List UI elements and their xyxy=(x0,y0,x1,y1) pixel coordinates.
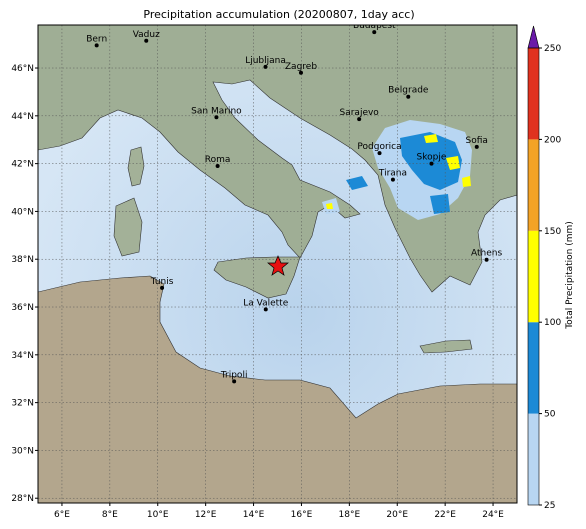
x-tick-label: 18°E xyxy=(339,510,361,520)
colorbar-tick-label: 25 xyxy=(544,501,555,511)
y-tick-label: 30°N xyxy=(11,446,34,456)
colorbar-tick-label: 50 xyxy=(544,410,556,420)
colorbar-segment xyxy=(528,230,539,323)
city-label: Ljubljana xyxy=(245,56,286,66)
city-dot xyxy=(160,285,165,290)
city-dot xyxy=(298,70,303,75)
city-label: Roma xyxy=(205,155,231,165)
x-tick-label: 16°E xyxy=(291,510,313,520)
city-dot xyxy=(406,94,411,99)
city-dot xyxy=(94,43,99,48)
colorbar-segment xyxy=(528,48,539,140)
city-dot xyxy=(429,161,434,166)
y-tick-label: 44°N xyxy=(11,112,34,122)
city-dot xyxy=(215,164,220,169)
y-tick-label: 36°N xyxy=(11,303,34,313)
x-tick-label: 12°E xyxy=(195,510,217,520)
corsica xyxy=(127,146,145,187)
city-label: Bern xyxy=(86,34,107,44)
axes: 6°E 8°E 10°E 12°E 14°E 16°E 18°E 20°E 22°E 24°E 28… xyxy=(11,64,504,520)
crete xyxy=(419,339,473,354)
city-dot xyxy=(214,115,219,120)
precip-heavy xyxy=(446,156,460,170)
city-label: Skopje xyxy=(417,153,447,163)
precip-moderate xyxy=(346,176,368,190)
x-tick-label: 14°E xyxy=(243,510,265,520)
city-dot xyxy=(263,307,268,312)
city-label: Sofia xyxy=(466,136,488,146)
colorbar-segment xyxy=(528,413,539,505)
city-dot xyxy=(474,144,479,149)
x-tick-label: 22°E xyxy=(434,510,456,520)
colorbar: 25 50 100 150 200 250 xyxy=(527,25,561,511)
city-label: Tunis xyxy=(150,277,174,287)
y-tick-label: 32°N xyxy=(11,399,34,409)
event-marker xyxy=(267,255,289,276)
city-label: La Valette xyxy=(243,298,288,308)
city-label: Zagreb xyxy=(285,62,317,72)
city-label: Budapest xyxy=(353,21,396,31)
city-dot xyxy=(232,379,237,384)
precip-moderate xyxy=(400,132,462,190)
city-label: Athens xyxy=(471,249,502,259)
colorbar-tick-label: 150 xyxy=(544,227,561,237)
colorbar-extension xyxy=(527,25,540,49)
colorbar-tick-label: 200 xyxy=(544,135,561,145)
city-dot xyxy=(144,38,149,43)
city-label: Tirana xyxy=(378,169,407,179)
city-dot xyxy=(377,151,382,156)
city-dot xyxy=(372,30,377,35)
colorbar-segment xyxy=(528,139,539,231)
y-tick-label: 28°N xyxy=(11,494,34,504)
city-dot xyxy=(357,117,362,122)
city-label: Belgrade xyxy=(388,86,429,96)
precip-heavy xyxy=(462,176,471,187)
map-frame xyxy=(37,24,518,504)
precip-heavy xyxy=(424,134,438,143)
x-tick-label: 6°E xyxy=(54,510,70,520)
colorbar-segment xyxy=(528,322,539,414)
city-label: Vaduz xyxy=(133,30,160,40)
colorbar-tick-label: 100 xyxy=(544,318,561,328)
colorbar-frame xyxy=(527,47,540,506)
y-tick-label: 38°N xyxy=(11,255,34,265)
colorbar-label: Total Precipitation (mm) xyxy=(565,221,575,330)
city-label: Tripoli xyxy=(220,370,248,380)
x-tick-label: 10°E xyxy=(147,510,169,520)
colorbar-tick-label: 250 xyxy=(544,44,561,54)
x-tick-label: 24°E xyxy=(482,510,504,520)
city-label: Sarajevo xyxy=(340,108,380,118)
city-dot xyxy=(263,64,268,69)
precip-moderate xyxy=(430,194,450,214)
map-title: Precipitation accumulation (20200807, 1d… xyxy=(143,8,414,21)
city-dot xyxy=(484,257,489,262)
y-tick-label: 34°N xyxy=(11,351,34,361)
x-tick-label: 8°E xyxy=(102,510,118,520)
city-dot xyxy=(390,177,395,182)
y-tick-label: 42°N xyxy=(11,160,34,170)
city-label: Podgorica xyxy=(357,142,401,152)
y-tick-label: 40°N xyxy=(11,207,34,217)
city-label: San Marino xyxy=(191,106,242,116)
sardinia xyxy=(113,197,143,257)
x-tick-label: 20°E xyxy=(386,510,408,520)
precip-heavy xyxy=(326,203,333,209)
y-tick-label: 46°N xyxy=(11,64,34,74)
